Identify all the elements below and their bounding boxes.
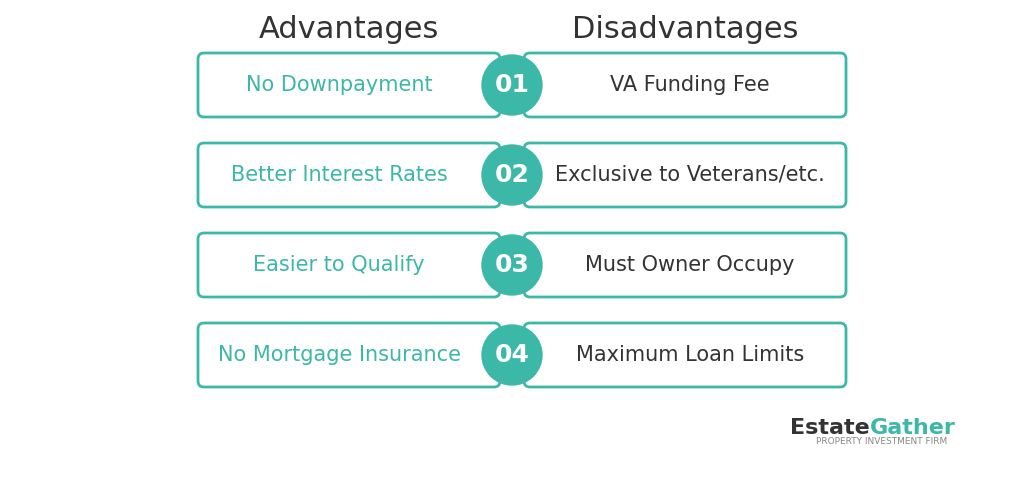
FancyBboxPatch shape [524,323,846,387]
FancyBboxPatch shape [524,233,846,297]
Circle shape [482,325,542,385]
Text: 03: 03 [495,253,529,277]
FancyBboxPatch shape [524,53,846,117]
Circle shape [482,145,542,205]
Text: 01: 01 [495,73,529,97]
Text: PROPERTY INVESTMENT FIRM: PROPERTY INVESTMENT FIRM [816,437,947,446]
FancyBboxPatch shape [198,323,500,387]
Text: Maximum Loan Limits: Maximum Loan Limits [575,345,804,365]
Text: Disadvantages: Disadvantages [571,15,799,45]
Text: No Mortgage Insurance: No Mortgage Insurance [217,345,461,365]
Text: 04: 04 [495,343,529,367]
FancyBboxPatch shape [198,233,500,297]
Text: VA Funding Fee: VA Funding Fee [610,75,770,95]
Text: Gather: Gather [870,418,955,438]
Text: Better Interest Rates: Better Interest Rates [230,165,447,185]
Text: 02: 02 [495,163,529,187]
FancyBboxPatch shape [524,143,846,207]
FancyBboxPatch shape [198,143,500,207]
Circle shape [482,235,542,295]
Text: Estate: Estate [791,418,870,438]
Text: No Downpayment: No Downpayment [246,75,432,95]
Text: Easier to Qualify: Easier to Qualify [253,255,425,275]
FancyBboxPatch shape [198,53,500,117]
Circle shape [482,55,542,115]
Text: Must Owner Occupy: Must Owner Occupy [586,255,795,275]
Text: Exclusive to Veterans/etc.: Exclusive to Veterans/etc. [555,165,825,185]
Text: Advantages: Advantages [259,15,439,45]
